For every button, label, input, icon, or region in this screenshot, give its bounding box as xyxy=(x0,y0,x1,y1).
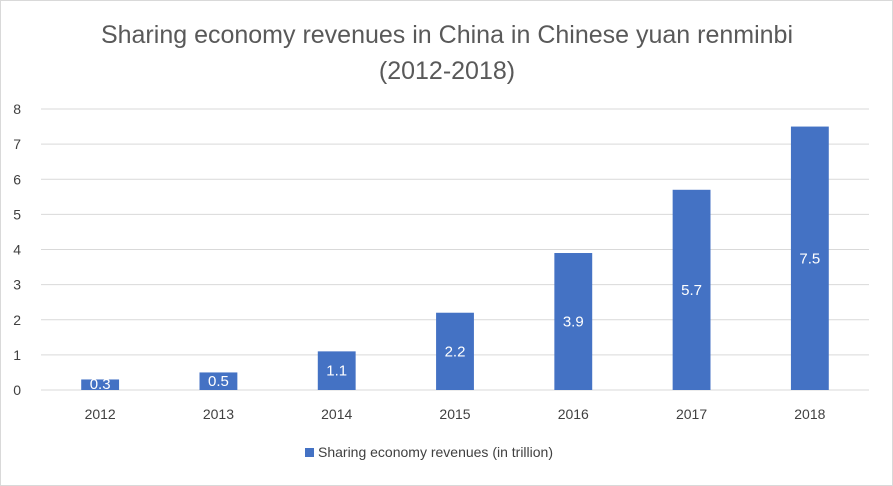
x-tick-label: 2013 xyxy=(203,406,234,422)
legend: Sharing economy revenues (in trillion) xyxy=(305,444,553,460)
bars xyxy=(81,126,829,390)
bar-2012 xyxy=(81,379,120,390)
x-tick-label: 2018 xyxy=(794,406,825,422)
x-tick-label: 2016 xyxy=(558,406,589,422)
chart-title-line-1: Sharing economy revenues in China in Chi… xyxy=(101,21,793,49)
x-tick-label: 2014 xyxy=(321,406,352,422)
y-axis-ticks: 0 1 2 3 4 5 6 7 8 xyxy=(13,101,21,398)
legend-label: Sharing economy revenues (in trillion) xyxy=(318,444,553,460)
data-label: 7.5 xyxy=(799,250,820,267)
data-label: 3.9 xyxy=(563,314,584,331)
gridlines xyxy=(41,108,869,391)
data-label: 0.5 xyxy=(208,373,229,390)
bar-2018 xyxy=(790,126,829,390)
y-tick-label: 4 xyxy=(13,242,21,258)
data-label: 0.3 xyxy=(90,376,111,393)
y-tick-label: 0 xyxy=(13,382,21,398)
y-tick-label: 1 xyxy=(13,347,21,363)
bar-2016 xyxy=(554,253,593,390)
x-tick-label: 2017 xyxy=(676,406,707,422)
x-tick-label: 2012 xyxy=(85,406,116,422)
x-tick-label: 2015 xyxy=(439,406,470,422)
data-label: 2.2 xyxy=(445,343,466,360)
y-tick-label: 6 xyxy=(13,171,21,187)
bar-2014 xyxy=(317,351,356,390)
data-labels: 0.3 0.5 1.1 2.2 3.9 5.7 7.5 xyxy=(90,250,821,393)
y-tick-label: 3 xyxy=(13,277,21,293)
y-tick-label: 7 xyxy=(13,136,21,152)
y-tick-label: 5 xyxy=(13,206,21,222)
legend-swatch xyxy=(305,448,314,457)
chart-title-line-2: (2012-2018) xyxy=(379,57,515,85)
y-tick-label: 8 xyxy=(13,101,21,117)
bar-2013 xyxy=(199,372,238,390)
bar-2017 xyxy=(672,189,711,390)
bar-2015 xyxy=(436,312,474,390)
x-axis-ticks: 2012 2013 2014 2015 2016 2017 2018 xyxy=(85,406,826,422)
y-tick-label: 2 xyxy=(13,312,21,328)
data-label: 1.1 xyxy=(326,363,347,380)
data-label: 5.7 xyxy=(681,282,702,299)
